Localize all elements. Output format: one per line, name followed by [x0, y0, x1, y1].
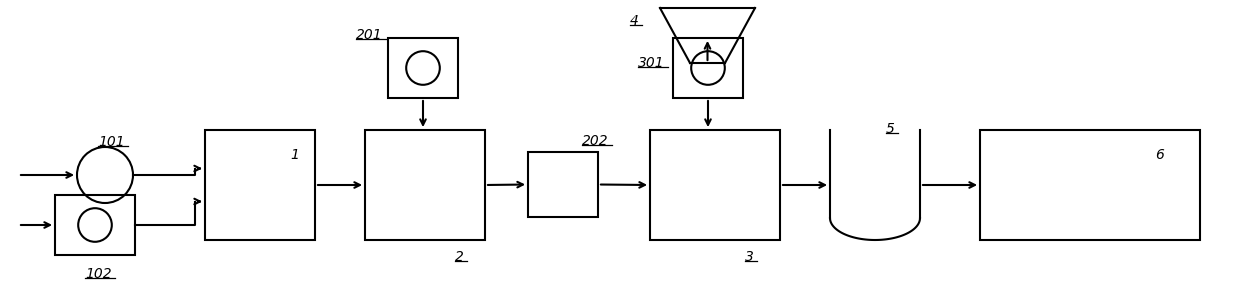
Bar: [205, 130, 315, 240]
Text: 6: 6: [1154, 148, 1164, 162]
Text: 4: 4: [630, 14, 639, 28]
Bar: [650, 130, 780, 240]
Text: 102: 102: [86, 267, 112, 281]
Text: 301: 301: [639, 56, 665, 70]
Bar: [980, 130, 1200, 240]
Bar: [388, 38, 458, 98]
Bar: [528, 152, 598, 217]
Text: 5: 5: [887, 122, 895, 136]
Text: 1: 1: [290, 148, 299, 162]
Bar: [673, 38, 743, 98]
Bar: [55, 195, 135, 255]
Bar: [365, 130, 485, 240]
Text: 3: 3: [745, 250, 754, 264]
Text: 101: 101: [98, 135, 125, 149]
Text: 201: 201: [356, 28, 383, 42]
Text: 202: 202: [582, 134, 609, 148]
Text: 2: 2: [455, 250, 464, 264]
